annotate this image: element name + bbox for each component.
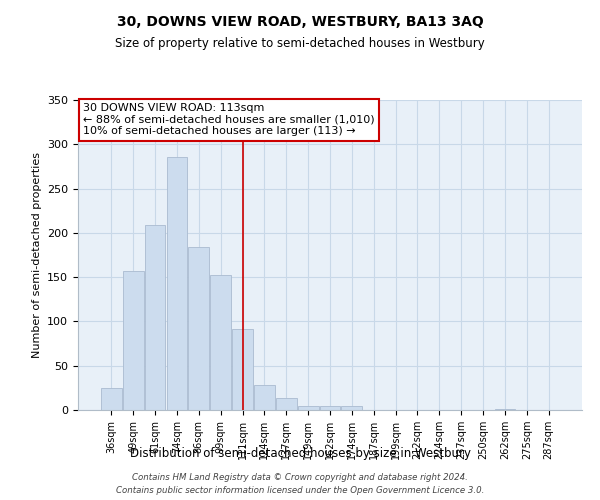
Bar xyxy=(298,406,319,410)
Bar xyxy=(320,406,340,410)
Text: Contains HM Land Registry data © Crown copyright and database right 2024.: Contains HM Land Registry data © Crown c… xyxy=(132,472,468,482)
Bar xyxy=(232,328,253,410)
Bar xyxy=(123,271,143,410)
Bar xyxy=(494,409,515,410)
Bar xyxy=(276,398,296,410)
Text: 30, DOWNS VIEW ROAD, WESTBURY, BA13 3AQ: 30, DOWNS VIEW ROAD, WESTBURY, BA13 3AQ xyxy=(116,15,484,29)
Bar xyxy=(101,388,122,410)
Bar xyxy=(167,156,187,410)
Bar xyxy=(341,406,362,410)
Text: Size of property relative to semi-detached houses in Westbury: Size of property relative to semi-detach… xyxy=(115,38,485,51)
Bar xyxy=(145,225,166,410)
Bar xyxy=(188,247,209,410)
Bar xyxy=(254,385,275,410)
Bar xyxy=(210,276,231,410)
Y-axis label: Number of semi-detached properties: Number of semi-detached properties xyxy=(32,152,41,358)
Text: Contains public sector information licensed under the Open Government Licence 3.: Contains public sector information licen… xyxy=(116,486,484,495)
Text: 30 DOWNS VIEW ROAD: 113sqm
← 88% of semi-detached houses are smaller (1,010)
10%: 30 DOWNS VIEW ROAD: 113sqm ← 88% of semi… xyxy=(83,103,374,136)
Text: Distribution of semi-detached houses by size in Westbury: Distribution of semi-detached houses by … xyxy=(130,448,470,460)
